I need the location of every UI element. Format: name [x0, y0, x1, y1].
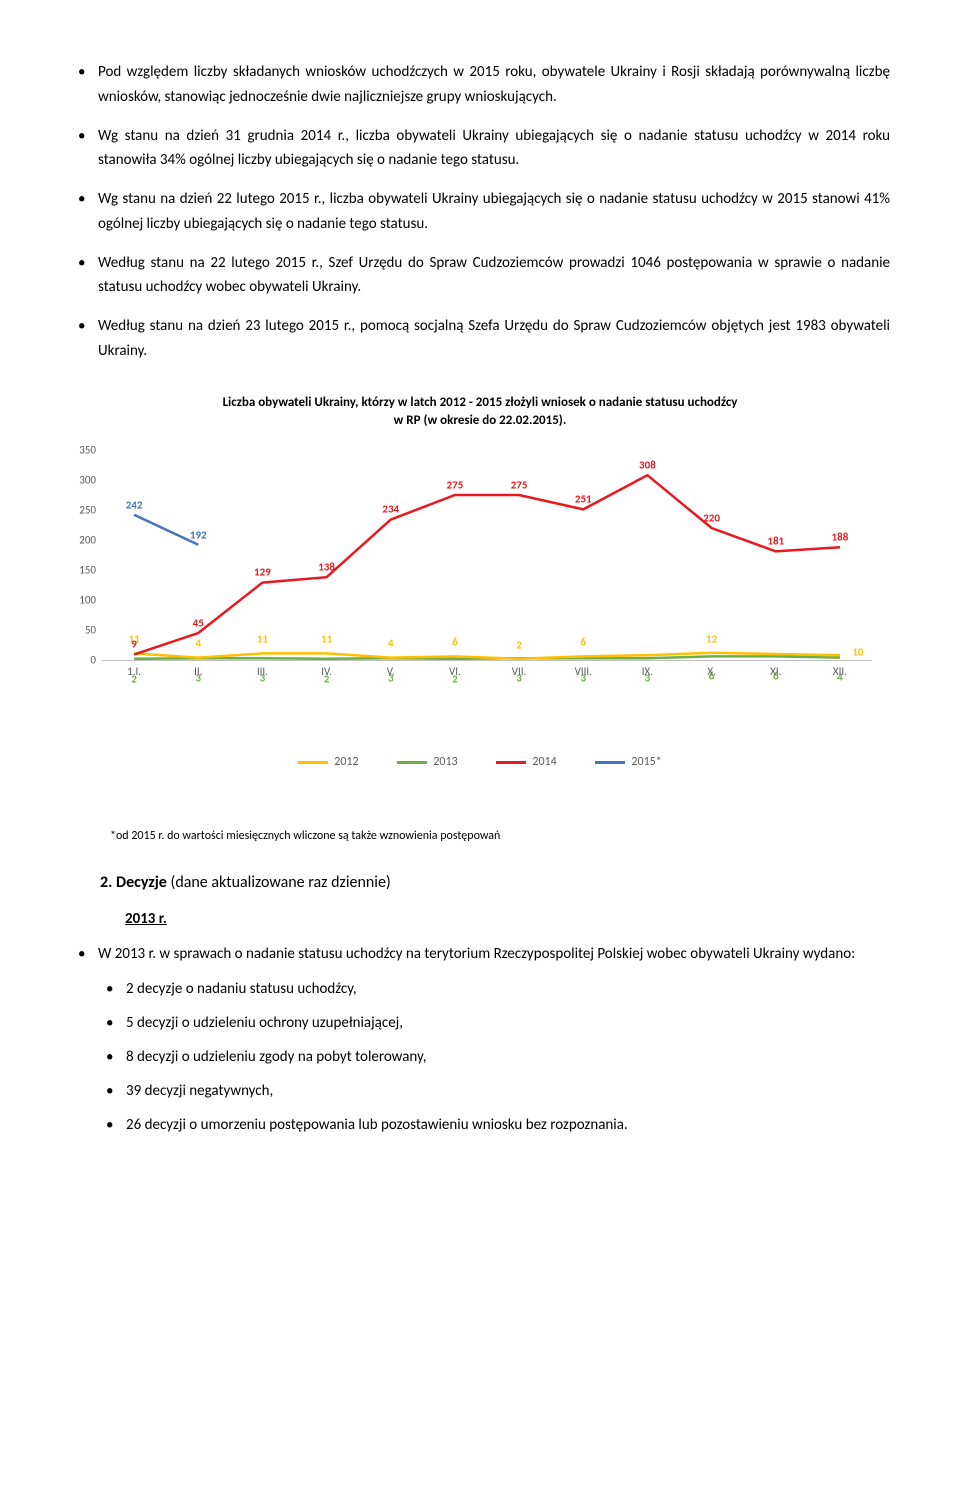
legend-swatch [298, 761, 328, 764]
y-tick: 0 [90, 653, 96, 666]
data-label: 220 [703, 511, 720, 524]
x-tick: IV. [321, 665, 332, 678]
data-label: 4 [195, 637, 201, 650]
x-tick: 1.I. [127, 665, 141, 678]
section-subtitle: (dane aktualizowane raz dziennie) [167, 873, 391, 892]
data-label: 45 [193, 616, 204, 629]
data-label: 275 [511, 478, 528, 491]
section-2-heading: 2. Decyzje (dane aktualizowane raz dzien… [100, 873, 890, 892]
section-title: Decyzje [116, 873, 167, 892]
y-tick: 100 [79, 593, 96, 606]
data-label: 2 [516, 638, 522, 651]
data-label: 11 [321, 633, 332, 646]
chart-title: Liczba obywateli Ukrainy, którzy w latch… [70, 394, 890, 430]
data-label: 11 [257, 633, 268, 646]
data-label: 12 [706, 632, 717, 645]
sub-bullet: 5 decyzji o udzieleniu ochrony uzupełnia… [98, 1011, 890, 1035]
x-tick: II. [194, 665, 202, 678]
legend-item-2012: 2012 [298, 755, 358, 769]
x-tick: XI. [770, 665, 781, 678]
y-tick: 200 [79, 533, 96, 546]
legend-swatch [397, 761, 427, 764]
x-tick: X. [707, 665, 716, 678]
bullet-item: Wg stanu na dzień 31 grudnia 2014 r., li… [70, 124, 890, 174]
y-axis: 050100150200250300350 [70, 450, 100, 660]
intro-bullet: W 2013 r. w sprawach o nadanie statusu u… [70, 942, 890, 967]
x-tick: XII. [833, 665, 847, 678]
chart-title-line1: Liczba obywateli Ukrainy, którzy w latch… [223, 395, 738, 410]
bullet-item: Wg stanu na dzień 22 lutego 2015 r., lic… [70, 187, 890, 237]
legend-label: 2014 [532, 755, 556, 769]
sub-bullet: 8 decyzji o udzieleniu zgody na pobyt to… [98, 1045, 890, 1069]
data-label: 6 [452, 636, 458, 649]
data-label: 181 [767, 535, 784, 548]
legend-label: 2015* [631, 755, 661, 769]
data-label: 9 [131, 638, 137, 651]
data-label: 129 [254, 566, 271, 579]
sub-bullet: 39 decyzji negatywnych, [98, 1079, 890, 1103]
y-tick: 250 [79, 503, 96, 516]
chart-legend: 2012 2013 2014 2015* [70, 755, 890, 769]
y-tick: 50 [85, 623, 96, 636]
bullet-item: Według stanu na 22 lutego 2015 r., Szef … [70, 251, 890, 301]
x-tick: VI. [449, 665, 461, 678]
sub-bullet: 26 decyzji o umorzeniu postępowania lub … [98, 1113, 890, 1137]
chart-svg [102, 450, 872, 660]
y-tick: 350 [79, 443, 96, 456]
legend-item-2013: 2013 [397, 755, 457, 769]
x-tick: IX. [642, 665, 653, 678]
section-num: 2. [100, 873, 112, 892]
plot-area: 2332323336641141111462612945129138234275… [102, 450, 872, 661]
x-tick: VIII. [575, 665, 592, 678]
top-bullet-list: Pod względem liczby składanych wniosków … [70, 60, 890, 364]
data-label: 138 [318, 561, 335, 574]
section-2-sublist: 2 decyzje o nadaniu statusu uchodźcy, 5 … [98, 977, 890, 1137]
data-label: 192 [190, 528, 207, 541]
data-label: 242 [126, 498, 143, 511]
data-label: 6 [580, 636, 586, 649]
chart-container: Liczba obywateli Ukrainy, którzy w latch… [70, 394, 890, 769]
y-tick: 150 [79, 563, 96, 576]
sub-bullet: 2 decyzje o nadaniu statusu uchodźcy, [98, 977, 890, 1001]
legend-item-2015: 2015* [595, 755, 661, 769]
data-label: 10 [852, 645, 863, 658]
data-label: 308 [639, 459, 656, 472]
data-label: 251 [575, 493, 592, 506]
data-label: 234 [382, 503, 399, 516]
x-tick: VII. [512, 665, 527, 678]
data-label: 188 [832, 531, 849, 544]
chart-footnote: *od 2015 r. do wartości miesięcznych wli… [110, 829, 890, 843]
line-chart: 050100150200250300350 233232333664114111… [70, 450, 890, 720]
data-label: 275 [447, 478, 464, 491]
legend-label: 2013 [433, 755, 457, 769]
x-axis: 1.I. II. III. IV. V. VI. VII. VIII. IX. X. XI. XII. [102, 665, 872, 685]
legend-swatch [595, 761, 625, 764]
legend-label: 2012 [334, 755, 358, 769]
data-label: 4 [388, 637, 394, 650]
legend-swatch [496, 761, 526, 764]
section-2-list: W 2013 r. w sprawach o nadanie statusu u… [70, 942, 890, 967]
year-heading: 2013 r. [125, 910, 890, 928]
legend-item-2014: 2014 [496, 755, 556, 769]
bullet-item: Pod względem liczby składanych wniosków … [70, 60, 890, 110]
bullet-item: Według stanu na dzień 23 lutego 2015 r.,… [70, 314, 890, 364]
x-tick: V. [387, 665, 395, 678]
x-tick: III. [257, 665, 268, 678]
y-tick: 300 [79, 473, 96, 486]
chart-title-line2: w RP (w okresie do 22.02.2015). [394, 413, 567, 428]
